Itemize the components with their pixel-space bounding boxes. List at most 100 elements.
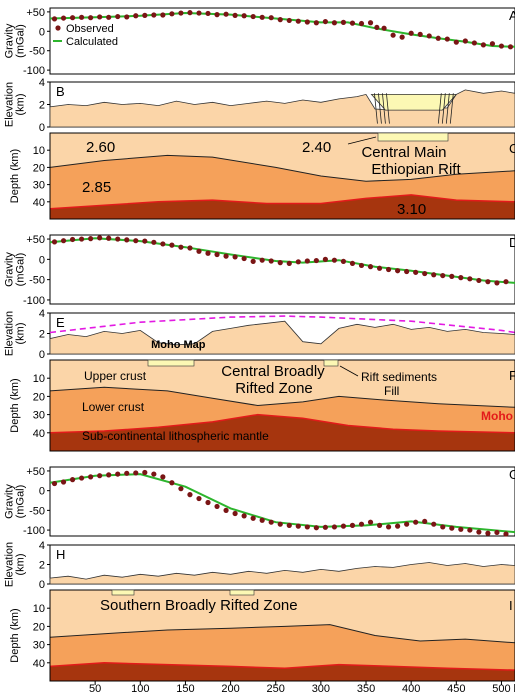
observed-point xyxy=(196,495,202,502)
observed-point xyxy=(259,257,265,263)
moho-map-label: Moho Map xyxy=(151,339,206,351)
xtick-label: 50 xyxy=(89,683,101,695)
observed-point xyxy=(395,268,401,274)
rift-title: Central Main xyxy=(361,144,446,161)
xtick-label: 400 xyxy=(402,683,420,695)
observed-point xyxy=(133,470,139,476)
density-label: 2.40 xyxy=(302,139,331,156)
observed-point xyxy=(79,236,85,242)
observed-point xyxy=(60,15,67,21)
observed-point xyxy=(286,17,292,24)
observed-point xyxy=(187,492,193,498)
ytick-label: 2 xyxy=(39,100,45,112)
observed-point xyxy=(79,14,85,20)
observed-point xyxy=(169,242,175,248)
observed-point xyxy=(376,522,383,528)
observed-point xyxy=(385,524,392,530)
observed-point xyxy=(295,523,301,529)
observed-point xyxy=(304,524,310,530)
axis-ylabel: Depth (km) xyxy=(9,149,21,203)
axis-ylabel: Elevation xyxy=(4,82,16,127)
ytick-label: +50 xyxy=(26,234,45,246)
mantle-layer xyxy=(50,662,515,681)
observed-point xyxy=(440,272,446,279)
upper-lower-interface xyxy=(49,386,515,408)
observed-point xyxy=(277,260,283,266)
depth-panel-i: 10 20 30 40 Depth (km) I Southern Broadly Rift… xyxy=(9,589,515,682)
panel-letter: D xyxy=(509,235,515,250)
pointer-line xyxy=(339,365,359,377)
depth-frame xyxy=(49,132,515,220)
observed-point xyxy=(97,235,103,241)
ytick-label: 30 xyxy=(33,640,45,652)
observed-point xyxy=(458,526,464,532)
observed-point xyxy=(453,39,459,45)
observed-point xyxy=(322,256,328,262)
observed-point xyxy=(187,245,193,251)
observed-point xyxy=(313,257,319,264)
observed-point xyxy=(268,258,274,264)
observed-point xyxy=(241,513,247,519)
ytick-label: 10 xyxy=(33,373,45,385)
observed-point xyxy=(223,253,229,259)
ytick-label: 0 xyxy=(39,579,45,591)
observed-point xyxy=(395,523,401,529)
observed-point xyxy=(250,258,256,264)
observed-point xyxy=(51,16,58,22)
observed-point xyxy=(214,251,220,258)
axis-ylabel: (km) xyxy=(15,94,27,116)
observed-point xyxy=(404,521,410,527)
axis-ylabel: Depth (km) xyxy=(9,378,21,432)
observed-point xyxy=(214,12,220,18)
axis-ylabel: Gravity xyxy=(4,23,16,58)
observed-point xyxy=(358,521,365,527)
observed-point xyxy=(115,13,121,20)
observed-point xyxy=(205,250,211,256)
observed-point xyxy=(51,480,58,487)
rift-fill-label: Fill xyxy=(384,384,399,398)
observed-point xyxy=(97,473,103,479)
observed-point xyxy=(88,474,94,480)
ytick-label: -50 xyxy=(29,505,45,517)
observed-point xyxy=(408,30,414,36)
observed-point xyxy=(250,515,256,521)
fault-line xyxy=(449,93,454,124)
x-axis: 50 100 150 200 250 300 350 400 450 500km xyxy=(89,681,515,695)
observed-point xyxy=(449,273,455,279)
fault-line xyxy=(374,93,378,124)
fault-line xyxy=(386,93,390,124)
observed-point xyxy=(367,264,374,270)
pointer-line xyxy=(347,136,377,145)
rift-sediment-block xyxy=(111,589,135,596)
observed-point xyxy=(476,529,482,535)
gravity-panel-g: +50 0 -50 -100 Gravity (mGal) G xyxy=(4,466,515,537)
observed-point xyxy=(313,20,319,26)
axis-ylabel: Gravity xyxy=(4,252,16,287)
observed-point xyxy=(277,17,283,23)
moho-interface xyxy=(49,662,515,671)
observed-point xyxy=(358,262,365,269)
observed-point xyxy=(106,472,112,478)
xtick-label: 350 xyxy=(357,683,375,695)
observed-point xyxy=(331,257,338,263)
observed-point xyxy=(277,521,283,527)
observed-point xyxy=(151,12,157,18)
moho-interface xyxy=(49,413,515,434)
axis-ylabel: (km) xyxy=(15,323,27,345)
observed-point xyxy=(494,529,500,536)
moho-label: Moho xyxy=(481,409,513,423)
observed-point xyxy=(367,519,374,525)
axis-ylabel: (mGal) xyxy=(15,485,27,519)
zone-title: Central Broadly xyxy=(221,363,325,380)
observed-point xyxy=(331,524,338,530)
fault-line xyxy=(378,93,382,124)
observed-point xyxy=(142,469,148,476)
ytick-label: 4 xyxy=(39,540,45,552)
observed-point xyxy=(88,236,94,242)
observed-point xyxy=(503,531,509,537)
observed-point xyxy=(160,12,166,18)
ytick-label: +50 xyxy=(26,7,45,19)
axis-ylabel: Elevation xyxy=(4,311,16,356)
observed-point xyxy=(458,275,464,281)
observed-point xyxy=(187,10,193,16)
